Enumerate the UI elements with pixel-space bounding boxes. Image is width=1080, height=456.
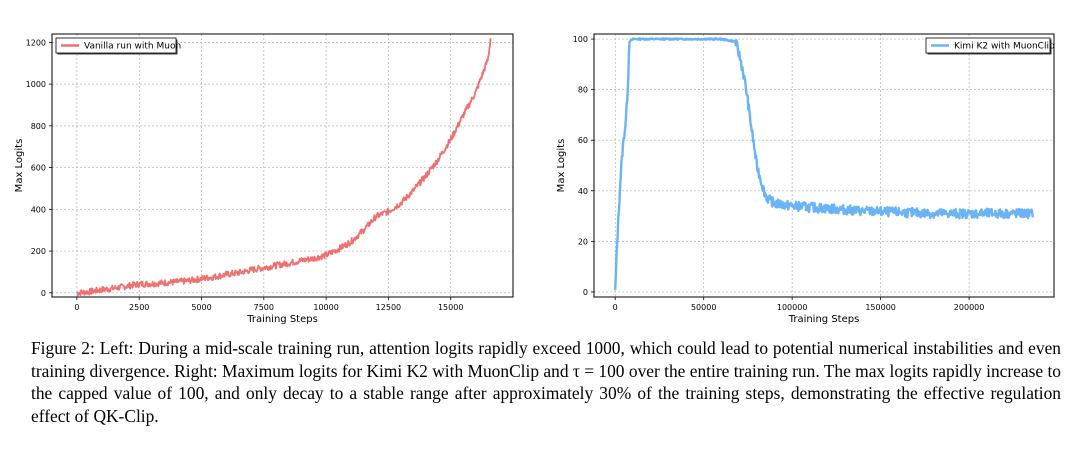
- legend: [55, 37, 177, 54]
- plot-frame: [593, 33, 1055, 298]
- y-tick-label: 60: [578, 136, 588, 145]
- series-line: [76, 38, 492, 297]
- x-tick-label: 100000: [777, 303, 808, 312]
- legend: [925, 37, 1051, 54]
- x-tick-label: 10000: [313, 303, 338, 312]
- y-tick-label: 40: [578, 187, 588, 196]
- y-tick-label: 1200: [26, 38, 46, 47]
- y-tick-label: 800: [31, 122, 46, 131]
- y-tick-label: 80: [578, 86, 588, 95]
- legend-label: Vanilla run with Muon: [84, 42, 181, 52]
- x-tick-label: 2500: [129, 303, 149, 312]
- x-axis-label: Training Steps: [788, 314, 860, 325]
- y-tick-label: 200: [31, 247, 46, 256]
- y-tick-label: 400: [31, 205, 46, 214]
- plot-frame: [51, 33, 514, 298]
- y-tick-label: 20: [578, 237, 588, 246]
- x-tick-label: 0: [74, 303, 79, 312]
- x-tick-label: 7500: [254, 303, 274, 312]
- series-line: [614, 37, 1034, 290]
- x-axis-label: Training Steps: [246, 314, 318, 325]
- x-tick-label: 200000: [954, 303, 985, 312]
- x-tick-label: 150000: [865, 303, 896, 312]
- legend-label: Kimi K2 with MuonClip: [954, 42, 1055, 52]
- x-tick-label: 50000: [691, 303, 716, 312]
- x-tick-label: 0: [613, 303, 618, 312]
- y-tick-label: 100: [573, 35, 588, 44]
- x-tick-label: 5000: [191, 303, 211, 312]
- y-axis-label: Max Logits: [556, 139, 567, 193]
- y-axis-label: Max Logits: [14, 139, 25, 193]
- x-tick-label: 12500: [376, 303, 401, 312]
- y-tick-label: 1000: [26, 80, 46, 89]
- left-chart: 0 2500 5000 7500 10000 12500 15000 0 200 400 600 80…: [14, 33, 514, 325]
- y-tick-label: 0: [41, 289, 46, 298]
- figure-caption: Figure 2: Left: During a mid-scale train…: [31, 338, 1061, 426]
- x-tick-label: 15000: [438, 303, 463, 312]
- figure: 0 2500 5000 7500 10000 12500 15000020040060080…: [14, 33, 1055, 325]
- right-chart: 0 50000 100000 150000 200000 0 20 40 60 80 100 Trai…: [556, 33, 1055, 325]
- y-tick-label: 600: [31, 164, 46, 173]
- y-tick-label: 0: [583, 288, 588, 297]
